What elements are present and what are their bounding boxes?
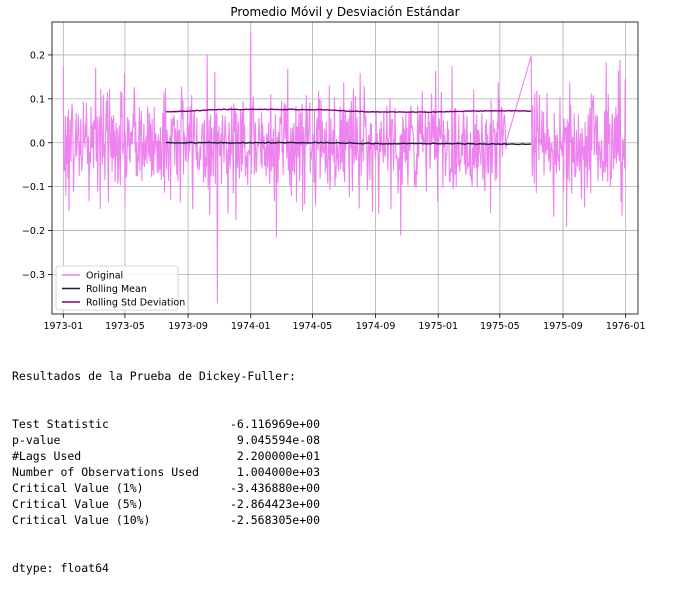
x-tick-label: 1975-01 [418, 321, 458, 332]
x-tick-label: 1975-09 [543, 321, 583, 332]
series-layer [62, 32, 626, 304]
legend-label: Original [86, 271, 123, 282]
x-tick-label: 1973-05 [105, 321, 145, 332]
legend-label: Rolling Mean [86, 284, 147, 295]
y-tick-label: 0.0 [30, 138, 45, 149]
output-row-key: Number of Observations Used [12, 465, 199, 479]
output-row: Test Statistic -6.116969e+00 [12, 416, 320, 432]
output-row: Critical Value (1%) -3.436880e+00 [12, 480, 320, 496]
output-row-key: Critical Value (10%) [12, 513, 151, 527]
output-row: Critical Value (10%) -2.568305e+00 [12, 512, 320, 528]
x-tick-label: 1975-05 [480, 321, 520, 332]
x-tick-label: 1974-05 [293, 321, 333, 332]
output-row-value: 9.045594e-08 [236, 433, 320, 447]
output-row: Number of Observations Used 1.004000e+03 [12, 464, 320, 480]
y-tick-label: −0.1 [22, 182, 45, 193]
x-tick-label: 1973-01 [43, 321, 83, 332]
x-tick-label: 1974-09 [356, 321, 396, 332]
output-row: p-value 9.045594e-08 [12, 432, 320, 448]
series-rolling-std-line [165, 108, 532, 114]
output-row-value: -6.116969e+00 [229, 417, 320, 431]
legend-box [55, 265, 179, 311]
plot-frame [51, 21, 639, 315]
output-dtype: dtype: float64 [12, 561, 109, 575]
output-row-value: -2.864423e+00 [229, 497, 320, 511]
output-row-key: Test Statistic [12, 417, 109, 431]
dickey-fuller-output: Resultados de la Prueba de Dickey-Fuller… [12, 336, 320, 592]
output-rows: Test Statistic -6.116969e+00 p-value 9.0455… [12, 416, 320, 528]
output-row-value: 1.004000e+03 [236, 465, 320, 479]
output-heading: Resultados de la Prueba de Dickey-Fuller… [12, 369, 296, 383]
y-tick-label: −0.3 [22, 270, 45, 281]
legend-label: Rolling Std Deviation [86, 298, 185, 309]
legend: Original Rolling Mean Rolling Std Deviatio… [55, 265, 185, 311]
x-tick-label: 1974-01 [231, 321, 271, 332]
output-row: Critical Value (5%) -2.864423e+00 [12, 496, 320, 512]
y-tick-label: 0.2 [30, 50, 45, 61]
ticks: 1973-01 1973-05 1973-09 1974-01 1974-05 1974-… [22, 50, 646, 332]
output-row: #Lags Used 2.200000e+01 [12, 448, 320, 464]
x-tick-label: 1976-01 [606, 321, 646, 332]
output-row-key: #Lags Used [12, 449, 82, 463]
output-row-value: -3.436880e+00 [229, 481, 320, 495]
output-row-value: 2.200000e+01 [236, 449, 320, 463]
series-original-line [62, 32, 626, 304]
y-tick-label: 0.1 [30, 94, 45, 105]
chart-title: Promedio Móvil y Desviación Estándar [230, 5, 459, 19]
output-row-key: p-value [12, 433, 61, 447]
y-tick-label: −0.2 [22, 226, 45, 237]
output-row-value: -2.568305e+00 [229, 513, 320, 527]
rolling-stats-chart: Promedio Móvil y Desviación Estándar 197… [22, 5, 646, 332]
series-rolling-mean-line [165, 141, 532, 146]
output-row-key: Critical Value (5%) [12, 497, 144, 511]
output-row-key: Critical Value (1%) [12, 481, 144, 495]
x-tick-label: 1973-09 [168, 321, 208, 332]
